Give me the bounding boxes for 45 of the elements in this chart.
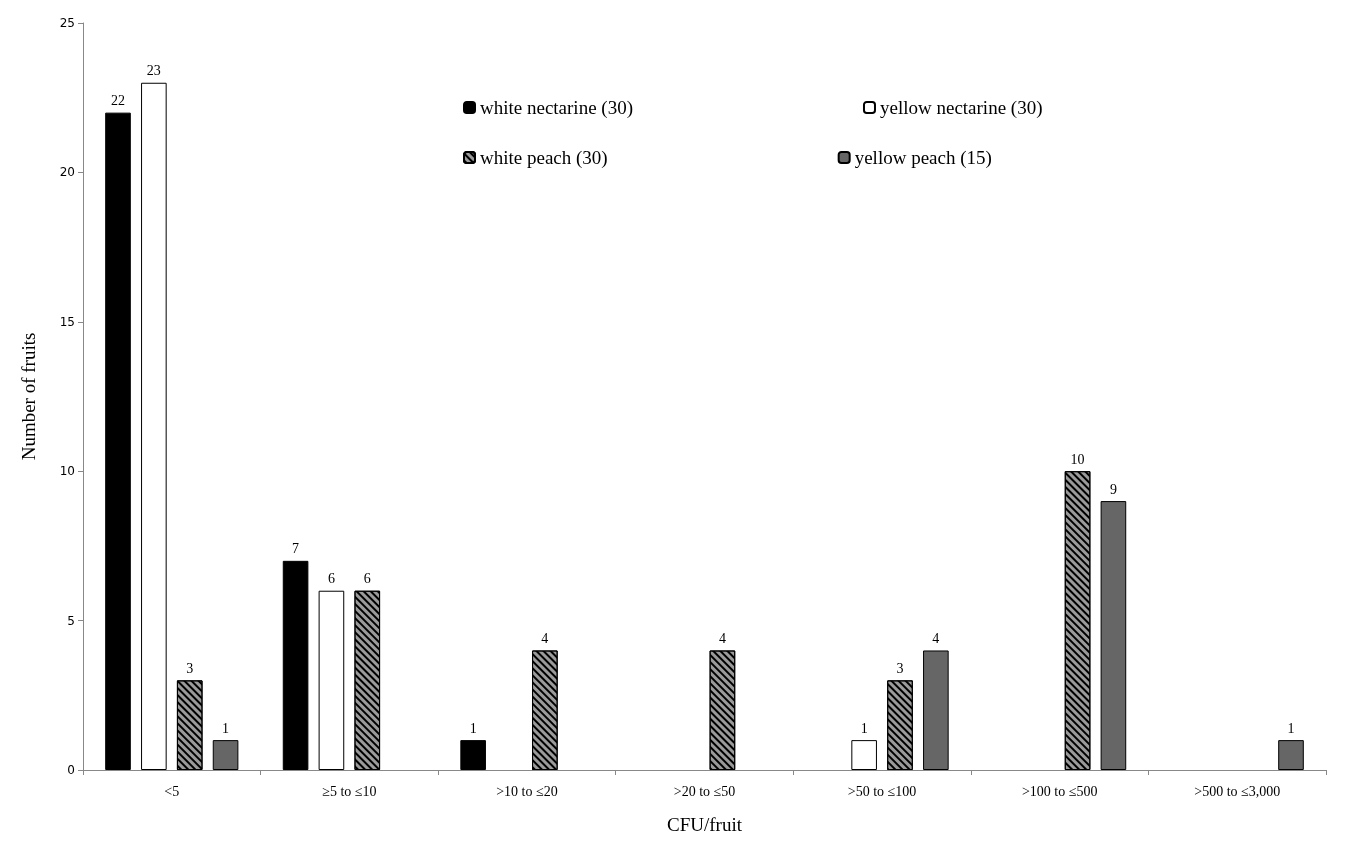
bar [318,590,345,770]
data-label: 6 [363,571,371,587]
bar [1278,740,1304,770]
bar [460,740,486,770]
legend-label: yellow peach (15) [854,147,992,169]
data-label: 4 [932,630,940,646]
y-tick-label: 10 [59,464,75,479]
y-tick-label: 20 [59,165,75,180]
data-label: 1 [1287,720,1295,736]
bar [282,560,309,770]
data-label: 23 [146,63,161,79]
bar [141,82,167,770]
x-tick-label: ≥5 to ≤10 [322,783,377,799]
bar [1100,501,1127,770]
data-label: 9 [1109,481,1117,497]
bar [851,740,877,770]
y-axis-title: Number of fruits [18,332,39,461]
data-label: 22 [111,93,125,109]
data-label: 7 [292,541,300,557]
y-tick-label: 25 [59,16,75,30]
data-label: 1 [222,720,230,736]
bar [105,112,131,770]
data-label: 4 [718,630,726,646]
x-tick-label: >10 to ≤20 [496,783,558,799]
y-tick-label: 15 [59,314,75,329]
x-tick-label: >100 to ≤500 [1021,783,1098,799]
x-tick-label: >50 to ≤100 [847,783,917,799]
x-tick-label: >20 to ≤50 [673,783,736,799]
data-label: 4 [541,630,549,646]
data-label: 3 [896,660,904,676]
data-label: 1 [860,720,868,736]
bar [923,650,949,770]
data-label: 3 [186,660,194,676]
legend-label: white peach (30) [480,147,608,169]
y-tick-label: 0 [67,763,75,777]
x-tick-label: >500 to ≤3,000 [1194,783,1281,799]
y-tick-label: 5 [67,613,75,628]
data-label: 1 [469,720,477,736]
x-tick-label: <5 [164,783,180,799]
legend-label: white nectarine (30) [480,97,633,119]
legend-label: yellow nectarine (30) [879,97,1043,119]
bar [212,740,239,770]
data-label: 6 [327,571,335,587]
data-label: 10 [1070,451,1085,467]
x-axis-title: CFU/fruit [667,814,743,835]
